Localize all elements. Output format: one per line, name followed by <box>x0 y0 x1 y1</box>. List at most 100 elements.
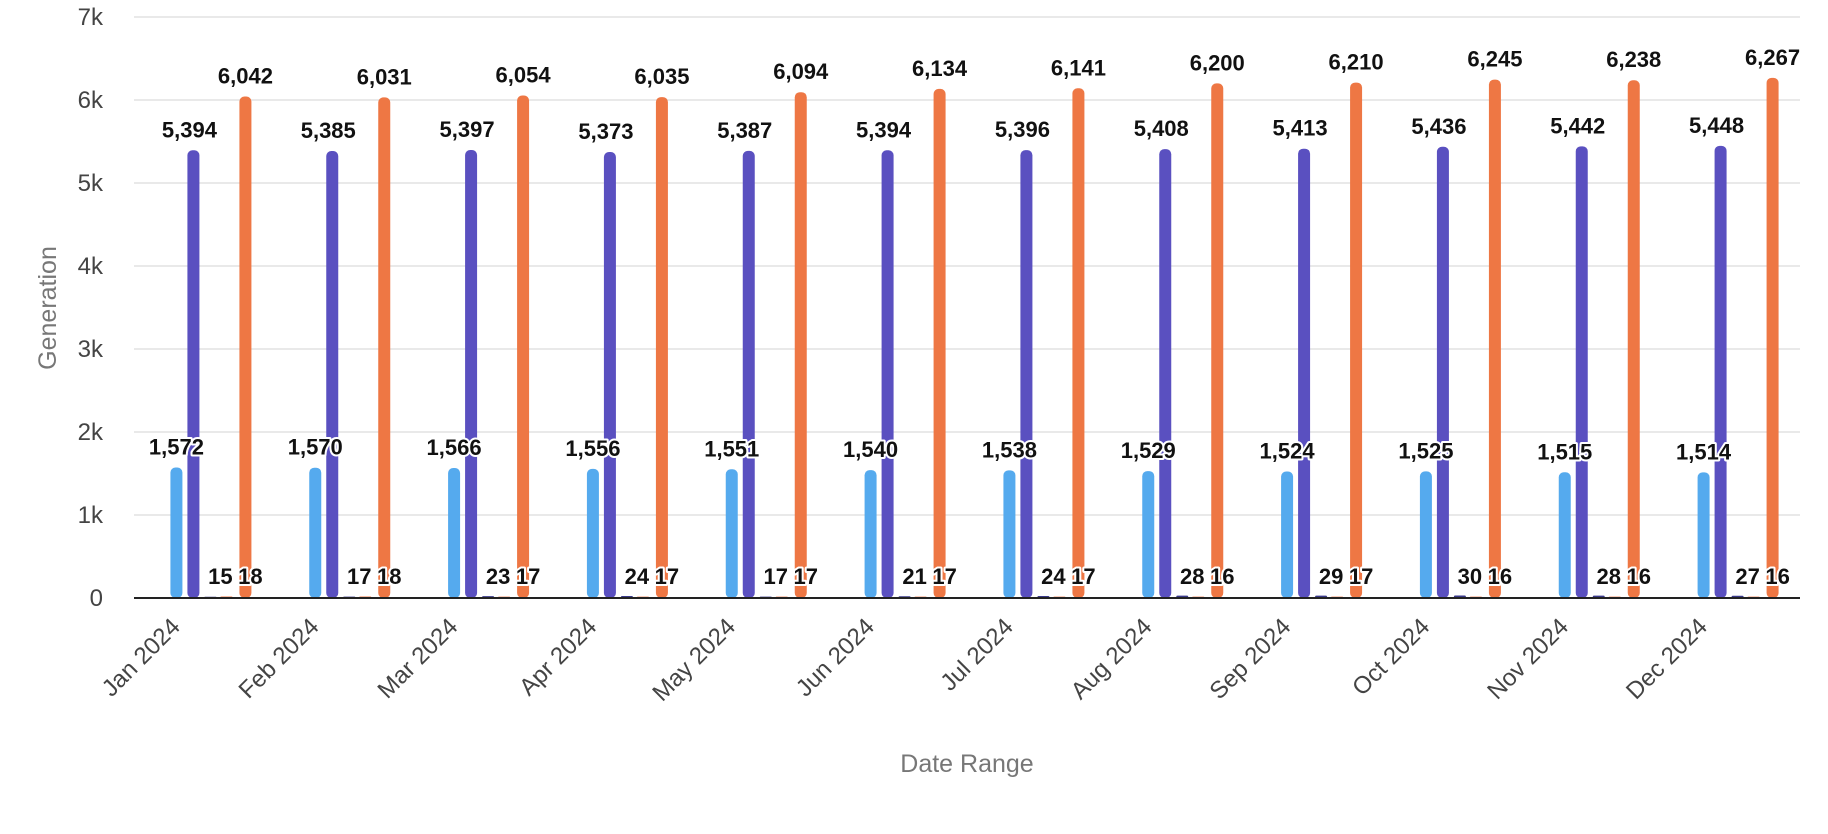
data-label: 29 <box>1319 564 1343 589</box>
bar <box>603 152 616 598</box>
x-axis-ticks: Jan 2024 Feb 2024 Mar 2024 Apr 2024 May 2024… <box>97 613 1713 707</box>
bar <box>1766 77 1779 599</box>
data-label: 6,200 <box>1190 50 1245 75</box>
bar <box>378 97 391 598</box>
y-tick-label: 3k <box>78 336 104 363</box>
bar <box>239 96 252 598</box>
bar <box>1281 471 1294 598</box>
x-tick-label: Mar 2024 <box>373 613 464 704</box>
data-label: 1,515 <box>1537 439 1592 464</box>
data-label: 5,373 <box>578 119 633 144</box>
data-label: 5,448 <box>1689 113 1744 138</box>
data-label: 30 <box>1458 564 1482 589</box>
data-label: 6,245 <box>1467 47 1522 72</box>
bar <box>1558 472 1571 598</box>
x-tick-label: Apr 2024 <box>514 613 602 701</box>
bar <box>309 467 322 598</box>
data-label: 16 <box>1210 564 1234 589</box>
bar <box>933 88 946 599</box>
data-label: 24 <box>1041 564 1066 589</box>
data-label: 17 <box>1349 564 1373 589</box>
bar <box>1714 145 1727 599</box>
data-label: 1,556 <box>565 436 620 461</box>
bar <box>586 468 599 598</box>
bar <box>448 468 461 598</box>
data-label: 17 <box>1071 564 1095 589</box>
x-axis-title: Date Range <box>900 750 1033 778</box>
data-label: 1,524 <box>1260 439 1316 464</box>
data-label: 16 <box>1627 564 1651 589</box>
x-tick-label: Jan 2024 <box>97 613 186 702</box>
bar <box>1697 472 1710 598</box>
data-label: 1,538 <box>982 437 1037 462</box>
y-tick-label: 4k <box>78 253 104 280</box>
data-label: 21 <box>902 564 926 589</box>
bar <box>1020 150 1033 598</box>
x-tick-label: Oct 2024 <box>1347 613 1435 701</box>
data-label: 17 <box>516 564 540 589</box>
data-label: 6,238 <box>1606 47 1661 72</box>
data-label: 6,094 <box>773 59 829 84</box>
x-tick-label: Feb 2024 <box>234 613 325 704</box>
bar <box>1142 471 1155 598</box>
data-label: 6,210 <box>1329 50 1384 75</box>
x-tick-label: Aug 2024 <box>1066 613 1158 705</box>
bars <box>170 77 1779 599</box>
data-label: 5,394 <box>162 117 218 142</box>
data-label: 1,529 <box>1121 438 1176 463</box>
x-tick-label: Jul 2024 <box>935 613 1018 696</box>
data-label: 5,387 <box>717 118 772 143</box>
data-label: 16 <box>1765 564 1789 589</box>
data-label: 17 <box>655 564 679 589</box>
bar <box>1159 149 1172 599</box>
data-label: 17 <box>794 564 818 589</box>
x-tick-label: May 2024 <box>647 613 741 707</box>
bar <box>742 150 755 598</box>
bar <box>1419 471 1432 598</box>
data-label: 1,551 <box>704 436 759 461</box>
bar <box>1488 79 1501 599</box>
data-label: 6,267 <box>1745 45 1800 70</box>
bar <box>170 467 183 598</box>
y-tick-label: 1k <box>78 502 104 529</box>
data-label: 18 <box>377 564 401 589</box>
bar <box>1436 146 1449 598</box>
y-tick-label: 2k <box>78 419 104 446</box>
data-label: 5,442 <box>1550 113 1605 138</box>
data-label: 23 <box>486 564 510 589</box>
data-label: 1,540 <box>843 437 898 462</box>
x-tick-label: Jun 2024 <box>791 613 880 702</box>
x-tick-label: Sep 2024 <box>1205 613 1297 705</box>
y-tick-label: 6k <box>78 87 104 114</box>
data-label: 17 <box>932 564 956 589</box>
bar <box>1350 82 1363 598</box>
bar <box>465 150 478 598</box>
y-axis-ticks: 0 1k 2k 3k 4k 5k 6k 7k <box>78 4 104 612</box>
data-label: 6,054 <box>496 63 552 88</box>
data-label: 5,413 <box>1273 116 1328 141</box>
data-label: 6,035 <box>634 64 689 89</box>
bar <box>1627 80 1640 599</box>
data-label: 5,397 <box>440 117 495 142</box>
data-label: 6,042 <box>218 64 273 89</box>
bar <box>1211 83 1224 598</box>
bar <box>517 95 530 598</box>
bar <box>881 150 894 598</box>
data-label: 5,396 <box>995 117 1050 142</box>
data-label: 1,572 <box>149 435 204 460</box>
bar <box>864 470 877 598</box>
gridlines <box>134 16 1800 516</box>
bar <box>326 151 339 599</box>
x-tick-label: Nov 2024 <box>1482 613 1574 705</box>
data-label: 5,408 <box>1134 116 1189 141</box>
bar <box>1575 146 1588 598</box>
bar <box>1072 88 1085 598</box>
data-label: 17 <box>347 564 371 589</box>
data-label: 16 <box>1488 564 1512 589</box>
data-label: 28 <box>1597 564 1621 589</box>
bar <box>187 150 200 598</box>
y-tick-label: 5k <box>78 170 104 197</box>
data-label: 17 <box>764 564 788 589</box>
